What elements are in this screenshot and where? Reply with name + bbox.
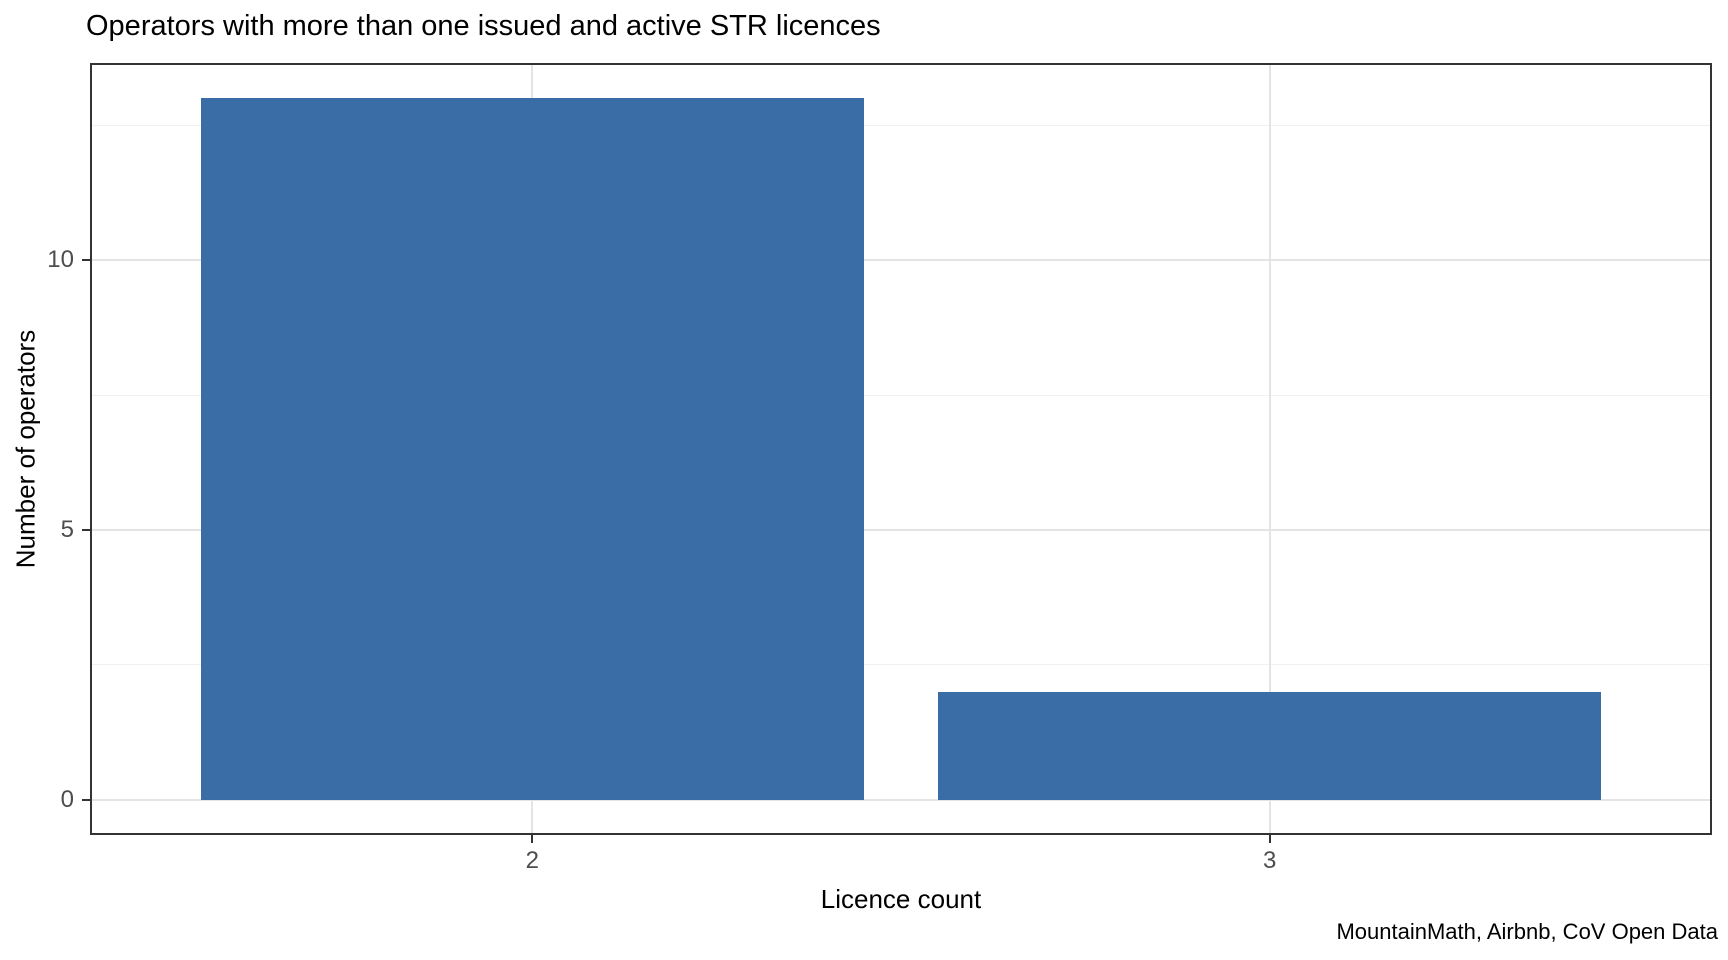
gridline-y-major xyxy=(90,798,1712,801)
y-tick-label: 0 xyxy=(60,785,74,813)
y-axis-tick xyxy=(82,259,90,262)
gridline-y-minor xyxy=(90,124,1712,126)
y-tick-label: 5 xyxy=(60,515,74,543)
x-tick-label: 2 xyxy=(525,847,540,874)
y-tick-label: 10 xyxy=(47,246,74,274)
bar-licence-count-2 xyxy=(200,98,865,800)
x-axis-tick xyxy=(1268,835,1271,843)
gridline-x-major xyxy=(1268,63,1271,835)
x-axis-title: Licence count xyxy=(820,884,982,914)
x-axis-tick xyxy=(531,835,534,843)
source-caption: MountainMath, Airbnb, CoV Open Data xyxy=(1336,919,1718,944)
y-axis-tick xyxy=(82,798,90,801)
chart-title: Operators with more than one issued and … xyxy=(86,10,881,42)
gridline-y-major xyxy=(90,259,1712,262)
bar-licence-count-3 xyxy=(937,691,1602,800)
y-axis-tick xyxy=(82,528,90,531)
gridline-y-minor xyxy=(90,664,1712,666)
gridline-y-major xyxy=(90,528,1712,531)
gridline-y-minor xyxy=(90,394,1712,396)
x-tick-label: 3 xyxy=(1262,847,1277,874)
